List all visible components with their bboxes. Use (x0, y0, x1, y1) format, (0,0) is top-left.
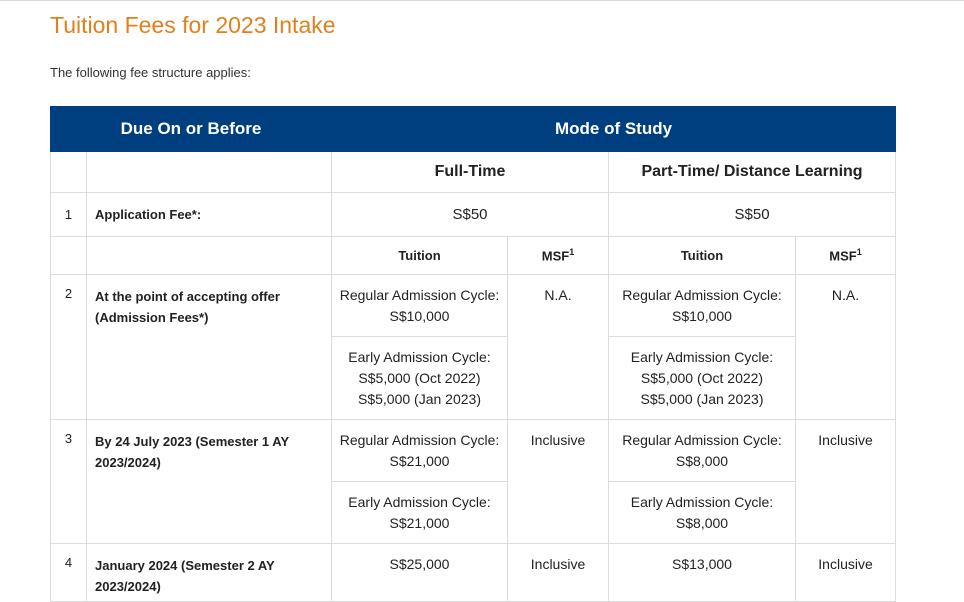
table-row: 1 Application Fee*: S$50 S$50 (50, 192, 897, 237)
ft-msf-cell: Inclusive (507, 543, 609, 602)
pt-regular-cell: Regular Admission Cycle: S$8,000 (608, 419, 796, 482)
cycle-label: Early Admission Cycle: (630, 494, 774, 510)
amount: S$5,000 (Oct 2022) (358, 370, 481, 386)
row-number: 2 (50, 274, 87, 420)
amount: S$10,000 (389, 308, 450, 324)
msf-footnote-ref: 1 (856, 247, 862, 258)
row-label: Application Fee*: (86, 192, 332, 237)
row-number: 3 (50, 419, 87, 544)
row-number: 4 (50, 543, 87, 602)
table-row: 4 January 2024 (Semester 2 AY 2023/2024)… (50, 543, 897, 602)
ft-regular-cell: Regular Admission Cycle: S$10,000 (331, 274, 508, 337)
cycle-label: Early Admission Cycle: (348, 349, 491, 365)
ft-fee: S$50 (331, 192, 609, 237)
row-number: 1 (50, 192, 87, 237)
amount: S$5,000 (Jan 2023) (640, 391, 764, 407)
msf-label: MSF (829, 248, 857, 264)
table-row: Early Admission Cycle: S$5,000 (Oct 2022… (51, 336, 896, 420)
amount: S$10,000 (672, 308, 732, 324)
ft-msf-header: MSF1 (507, 236, 609, 275)
pt-msf-cell: Inclusive (794, 419, 897, 544)
table-row: Early Admission Cycle: S$21,000 Early Ad… (51, 481, 896, 544)
cycle-label: Regular Admission Cycle: (622, 432, 782, 448)
blank-cell (50, 236, 87, 275)
full-time-header: Full-Time (331, 151, 609, 193)
mode-row: Full-Time Part-Time/ Distance Learning (50, 151, 897, 193)
table-header-row: Due On or Before Mode of Study (50, 106, 897, 152)
pt-tuition-header: Tuition (608, 236, 796, 275)
amount: S$21,000 (389, 453, 450, 469)
pt-early-cell: Early Admission Cycle: S$5,000 (Oct 2022… (608, 336, 796, 420)
ft-regular-cell: Regular Admission Cycle: S$21,000 (331, 419, 508, 482)
pt-fee: S$13,000 (608, 543, 796, 602)
cycle-label: Regular Admission Cycle: (339, 432, 500, 448)
ft-fee: S$25,000 (331, 543, 508, 602)
pt-msf-cell: N.A. (794, 274, 897, 420)
cycle-label: Early Admission Cycle: (348, 494, 491, 510)
table-row: 3 By 24 July 2023 (Semester 1 AY 2023/20… (50, 419, 897, 544)
msf-footnote-ref: 1 (569, 247, 575, 258)
msf-label: MSF (541, 248, 570, 264)
amount: S$8,000 (675, 453, 729, 469)
cycle-label: Regular Admission Cycle: (622, 287, 782, 303)
pt-early-cell: Early Admission Cycle: S$8,000 (608, 481, 796, 544)
amount: S$5,000 (Oct 2022) (640, 370, 764, 386)
blank-cell (50, 151, 87, 193)
page-title: Tuition Fees for 2023 Intake (50, 12, 336, 38)
ft-early-cell: Early Admission Cycle: S$21,000 (331, 481, 508, 544)
amount: S$5,000 (Jan 2023) (358, 391, 481, 407)
pt-msf-header: MSF1 (794, 236, 897, 275)
due-header: Due On or Before (50, 106, 332, 152)
amount: S$21,000 (389, 515, 450, 531)
row-label: January 2024 (Semester 2 AY 2023/2024) (86, 543, 332, 602)
ft-msf-cell: Inclusive (507, 419, 609, 544)
row-label: By 24 July 2023 (Semester 1 AY 2023/2024… (86, 419, 332, 544)
part-time-header: Part-Time/ Distance Learning (607, 151, 897, 193)
blank-cell (86, 236, 332, 275)
amount: S$8,000 (675, 515, 729, 531)
ft-tuition-header: Tuition (331, 236, 508, 275)
table-row: 2 At the point of accepting offer (Admis… (50, 274, 897, 420)
blank-cell (86, 151, 332, 193)
fee-table: Due On or Before Mode of Study Full-Time… (50, 106, 897, 602)
ft-early-cell: Early Admission Cycle: S$5,000 (Oct 2022… (331, 336, 508, 420)
top-divider (0, 0, 964, 1)
cycle-label: Early Admission Cycle: (630, 349, 774, 365)
ft-msf-cell: N.A. (507, 274, 609, 420)
mode-header: Mode of Study (330, 106, 897, 152)
row-label: At the point of accepting offer (Admissi… (86, 274, 332, 420)
intro-text: The following fee structure applies: (50, 65, 251, 80)
pt-regular-cell: Regular Admission Cycle: S$10,000 (608, 274, 796, 337)
cycle-label: Regular Admission Cycle: (339, 287, 500, 303)
pt-fee: S$50 (607, 192, 897, 237)
subheader-row: Tuition MSF1 Tuition MSF1 (50, 236, 897, 275)
pt-msf-cell: Inclusive (794, 543, 897, 602)
